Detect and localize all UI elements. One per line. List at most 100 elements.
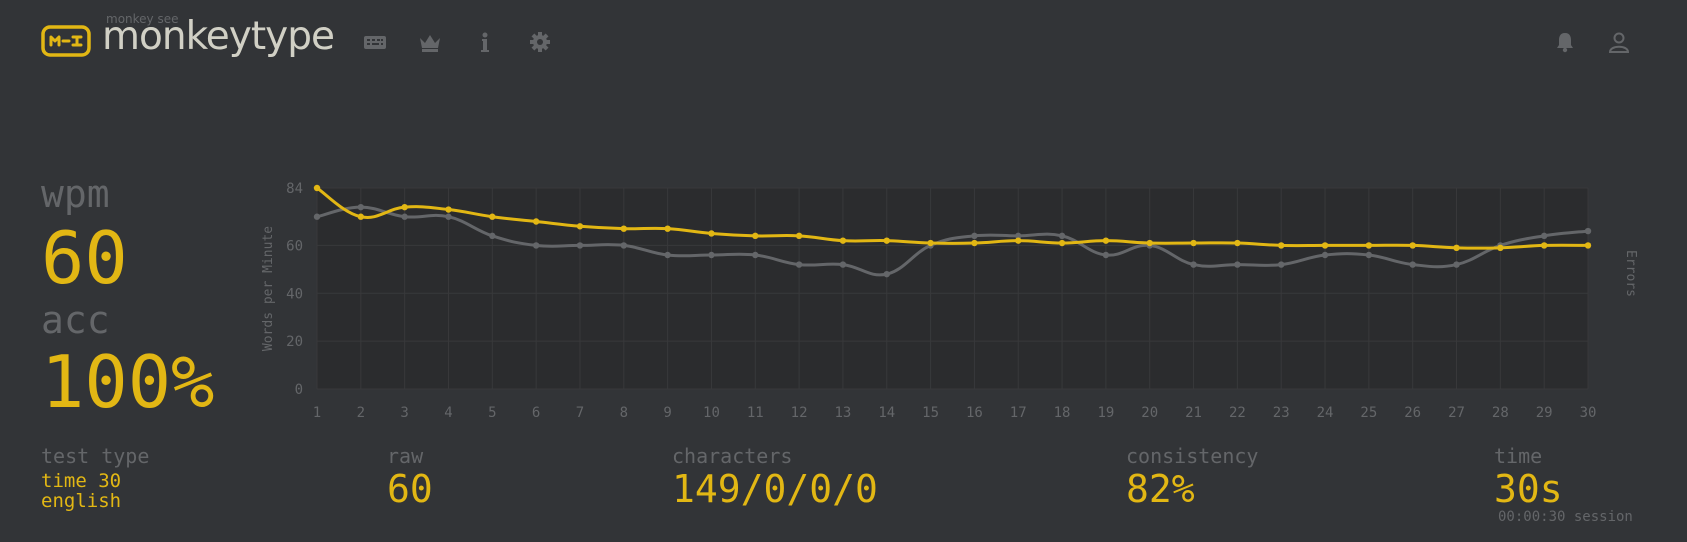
chart-x-tick-label: 1 [313, 405, 321, 421]
top-bar: monkey see monkeytype [0, 0, 1687, 80]
logo-wordmark[interactable]: monkeytype [102, 14, 335, 59]
time-label: time [1494, 444, 1543, 468]
bell-icon[interactable] [1552, 30, 1578, 54]
keyboard-icon[interactable] [362, 30, 388, 54]
chart-x-tick-label: 14 [878, 405, 895, 421]
chart-data-point [620, 225, 627, 232]
chart-data-point [1058, 232, 1066, 240]
chart-x-tick-label: 26 [1404, 405, 1421, 421]
chart-data-point [1409, 261, 1416, 268]
consistency-label: consistency [1126, 444, 1259, 468]
chart-data-point [839, 237, 847, 244]
chart-data-point [1453, 261, 1460, 268]
chart-data-point [401, 203, 408, 211]
chart-data-point [1584, 227, 1592, 235]
chart-data-point [883, 237, 890, 244]
chart-data-point [1015, 232, 1022, 240]
chart-data-point [1321, 242, 1329, 249]
chart-data-point [1190, 261, 1197, 268]
chart-data-point [664, 251, 671, 259]
chart-plot-area [317, 188, 1588, 389]
chart-data-point [357, 213, 365, 220]
crown-icon[interactable] [417, 30, 443, 54]
chart-data-point [1321, 251, 1329, 259]
chart-data-point [532, 218, 540, 225]
chart-data-point [1584, 242, 1592, 249]
chart-data-point [313, 213, 321, 220]
chart-data-point [1146, 242, 1153, 249]
chart-data-point [1365, 251, 1373, 259]
chart-data-point [620, 242, 627, 249]
chart-data-point [752, 232, 759, 240]
info-icon[interactable] [472, 30, 498, 54]
chart-x-tick-label: 15 [922, 405, 939, 421]
chart-data-point [1497, 244, 1504, 252]
chart-data-point [664, 225, 671, 232]
raw-label: raw [387, 444, 424, 468]
chart-x-tick-label: 2 [357, 405, 365, 421]
chart-x-tick-label: 4 [444, 405, 452, 421]
chart-x-tick-label: 9 [663, 405, 671, 421]
chart-data-point [1234, 261, 1241, 268]
chart-data-point [401, 213, 408, 220]
chart-x-tick-label: 6 [532, 405, 540, 421]
session-time: 00:00:30 session [1498, 509, 1633, 525]
test-type-language: english [41, 490, 122, 512]
chart-data-point [1540, 242, 1548, 249]
chart-data-point [1278, 242, 1285, 249]
chart-data-point [708, 230, 715, 237]
chart-y-tick-label: 0 [295, 382, 303, 398]
chart-data-point [752, 251, 759, 259]
chart-x-tick-label: 19 [1097, 405, 1114, 421]
chart-data-point [927, 242, 934, 249]
chart-x-tick-label: 11 [747, 405, 764, 421]
chart-x-tick-label: 23 [1273, 405, 1290, 421]
chart-x-tick-label: 5 [488, 405, 496, 421]
chart-data-point [1146, 239, 1153, 247]
logo-subtitle: monkey see [106, 12, 179, 26]
chart-y2-axis-label: Errors [1623, 250, 1638, 297]
chart-x-tick-label: 27 [1448, 405, 1465, 421]
test-type-label: test type [41, 444, 150, 468]
chart-x-tick-label: 20 [1141, 405, 1158, 421]
monkeytype-logo-icon[interactable] [41, 25, 91, 57]
chart-data-point [313, 184, 321, 192]
chart-y-tick-label: 20 [286, 334, 303, 350]
chart-data-point [1102, 237, 1110, 244]
chart-data-point [708, 251, 715, 259]
chart-data-point [576, 223, 584, 230]
raw-value: 60 [387, 467, 433, 511]
characters-value: 149/0/0/0 [672, 467, 878, 511]
chart-data-point [1409, 242, 1416, 249]
chart-data-point [971, 232, 978, 240]
chart-data-point [445, 206, 452, 213]
time-value: 30s [1494, 467, 1563, 511]
chart-data-point [1234, 239, 1241, 247]
chart-data-point [532, 242, 540, 249]
chart-data-point [971, 239, 978, 247]
chart-x-tick-label: 24 [1317, 405, 1334, 421]
chart-data-point [1497, 242, 1504, 249]
chart-x-tick-label: 16 [966, 405, 983, 421]
test-type-mode: time 30 [41, 470, 122, 492]
chart-data-point [1365, 242, 1373, 249]
chart-data-point [839, 261, 847, 268]
chart-data-point [1015, 237, 1022, 244]
consistency-value: 82% [1126, 467, 1195, 511]
chart-x-tick-label: 10 [703, 405, 720, 421]
chart-data-point [927, 239, 934, 247]
user-icon[interactable] [1606, 30, 1632, 54]
chart-data-point [1190, 239, 1197, 247]
chart-data-point [1278, 261, 1285, 268]
chart-data-point [1058, 239, 1066, 247]
characters-label: characters [672, 444, 793, 468]
chart-x-tick-label: 25 [1360, 405, 1377, 421]
wpm-label: wpm [41, 172, 110, 216]
chart-x-tick-label: 18 [1054, 405, 1071, 421]
chart-x-tick-label: 3 [400, 405, 408, 421]
chart-x-tick-label: 30 [1580, 405, 1597, 421]
acc-value: 100% [41, 340, 215, 424]
chart-y-tick-label: 84 [286, 181, 303, 197]
chart-x-tick-label: 17 [1010, 405, 1027, 421]
gear-icon[interactable] [527, 30, 553, 54]
